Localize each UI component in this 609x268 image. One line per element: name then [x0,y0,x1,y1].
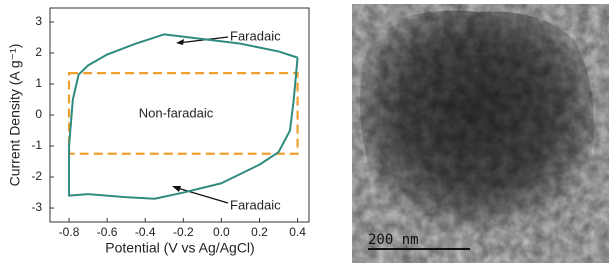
arrowhead [176,39,184,45]
y-tick-label: 3 [35,14,42,28]
x-tick-label: 0.2 [251,225,268,239]
annotation: Faradaic [230,28,281,43]
arrowhead [172,186,181,192]
y-tick-label: 0 [35,107,42,121]
tem-image: 200 nm [352,4,609,263]
annotation-arrow [174,187,228,203]
x-axis-label: Potential (V vs Ag/AgCl) [105,240,254,256]
x-tick-label: -0.4 [135,225,156,239]
x-tick-label: -0.8 [59,225,80,239]
image-grain [352,4,609,263]
annotation: Non-faradaic [139,105,214,120]
x-tick-label: -0.2 [173,225,194,239]
x-tick-label: -0.6 [97,225,118,239]
y-tick-label: 2 [35,45,42,59]
x-tick-label: 0.0 [213,225,230,239]
page: {"chart_data": {"type": "line", "x_label… [0,0,609,268]
y-tick-label: -2 [31,169,42,183]
scale-bar-label: 200 nm [368,232,419,248]
figure: 200 nm Potential (V vs Ag/AgCl) Current … [0,0,609,263]
y-axis-label: Current Density (A g⁻¹) [7,44,23,187]
y-tick-label: 1 [35,76,42,90]
x-tick-label: 0.4 [289,225,306,239]
annotation: Faradaic [230,197,281,212]
y-tick-label: -1 [31,138,42,152]
y-tick-label: -3 [31,200,42,214]
